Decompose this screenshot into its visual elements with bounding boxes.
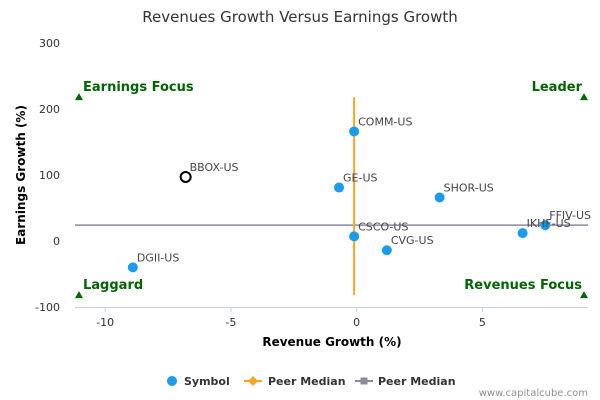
data-point-ffiv-us — [540, 220, 551, 231]
data-label-bbox-us: BBOX-US — [190, 161, 239, 174]
legend: Symbol Peer Median Peer Median — [167, 375, 456, 388]
y-tick-label: 100 — [39, 169, 60, 182]
plot-area: -10 -5 0 5 -100 0 100 200 300 Earnings Focus Leade… — [35, 37, 591, 329]
data-label-ikhf-us: IKHF-US — [527, 217, 571, 230]
credit-text: www.capitalcube.com — [479, 388, 588, 399]
data-point-cvg-us — [381, 245, 392, 256]
legend-peer-median-orange-label[interactable]: Peer Median — [268, 375, 346, 388]
data-label-cvg-us: CVG-US — [391, 234, 434, 247]
quadrant-label-bottom-left: Laggard — [83, 278, 143, 293]
y-tick-label: 200 — [39, 103, 60, 116]
data-label-shor-us: SHOR-US — [444, 181, 494, 194]
legend-peer-median-gray-marker — [360, 377, 368, 385]
quadrant-label-top-right: Leader — [532, 80, 583, 95]
data-point-csco-us — [349, 231, 360, 242]
data-point-ge-us — [334, 182, 345, 193]
data-label-comm-us: COMM-US — [358, 115, 412, 128]
data-label-dgii-us: DGII-US — [137, 251, 180, 264]
quadrant-marker-top-right — [580, 93, 588, 101]
legend-peer-median-gray-label[interactable]: Peer Median — [378, 375, 456, 388]
x-tick-label: -10 — [96, 316, 114, 329]
data-point-ikhf-us — [517, 228, 528, 239]
x-tick-label: 5 — [479, 316, 486, 329]
x-tick-label: -5 — [225, 316, 236, 329]
data-point-comm-us — [349, 126, 360, 137]
y-axis-title: Earnings Growth (%) — [14, 105, 28, 245]
data-point-dgii-us — [127, 262, 138, 273]
quadrant-label-top-left: Earnings Focus — [83, 80, 194, 95]
legend-symbol-marker — [167, 376, 177, 386]
quadrant-label-bottom-right: Revenues Focus — [464, 278, 582, 293]
y-tick-label: -100 — [35, 301, 60, 314]
data-point-shor-us — [434, 192, 445, 203]
y-tick-label: 300 — [39, 37, 60, 50]
quadrant-marker-bottom-right — [580, 291, 588, 299]
y-tick-label: 0 — [53, 235, 60, 248]
data-label-ge-us: GE-US — [343, 172, 377, 185]
data-label-csco-us: CSCO-US — [358, 220, 408, 233]
legend-peer-median-orange-marker — [248, 376, 258, 386]
data-point-bbox-us — [179, 170, 192, 183]
chart-title: Revenues Growth Versus Earnings Growth — [142, 8, 458, 26]
x-axis-title: Revenue Growth (%) — [262, 335, 401, 349]
data-label-ffiv-us: FFIV-US — [549, 209, 591, 222]
quadrant-marker-bottom-left — [75, 291, 83, 299]
x-tick-label: 0 — [353, 316, 360, 329]
legend-symbol-label[interactable]: Symbol — [184, 375, 230, 388]
quadrant-marker-top-left — [75, 93, 83, 101]
